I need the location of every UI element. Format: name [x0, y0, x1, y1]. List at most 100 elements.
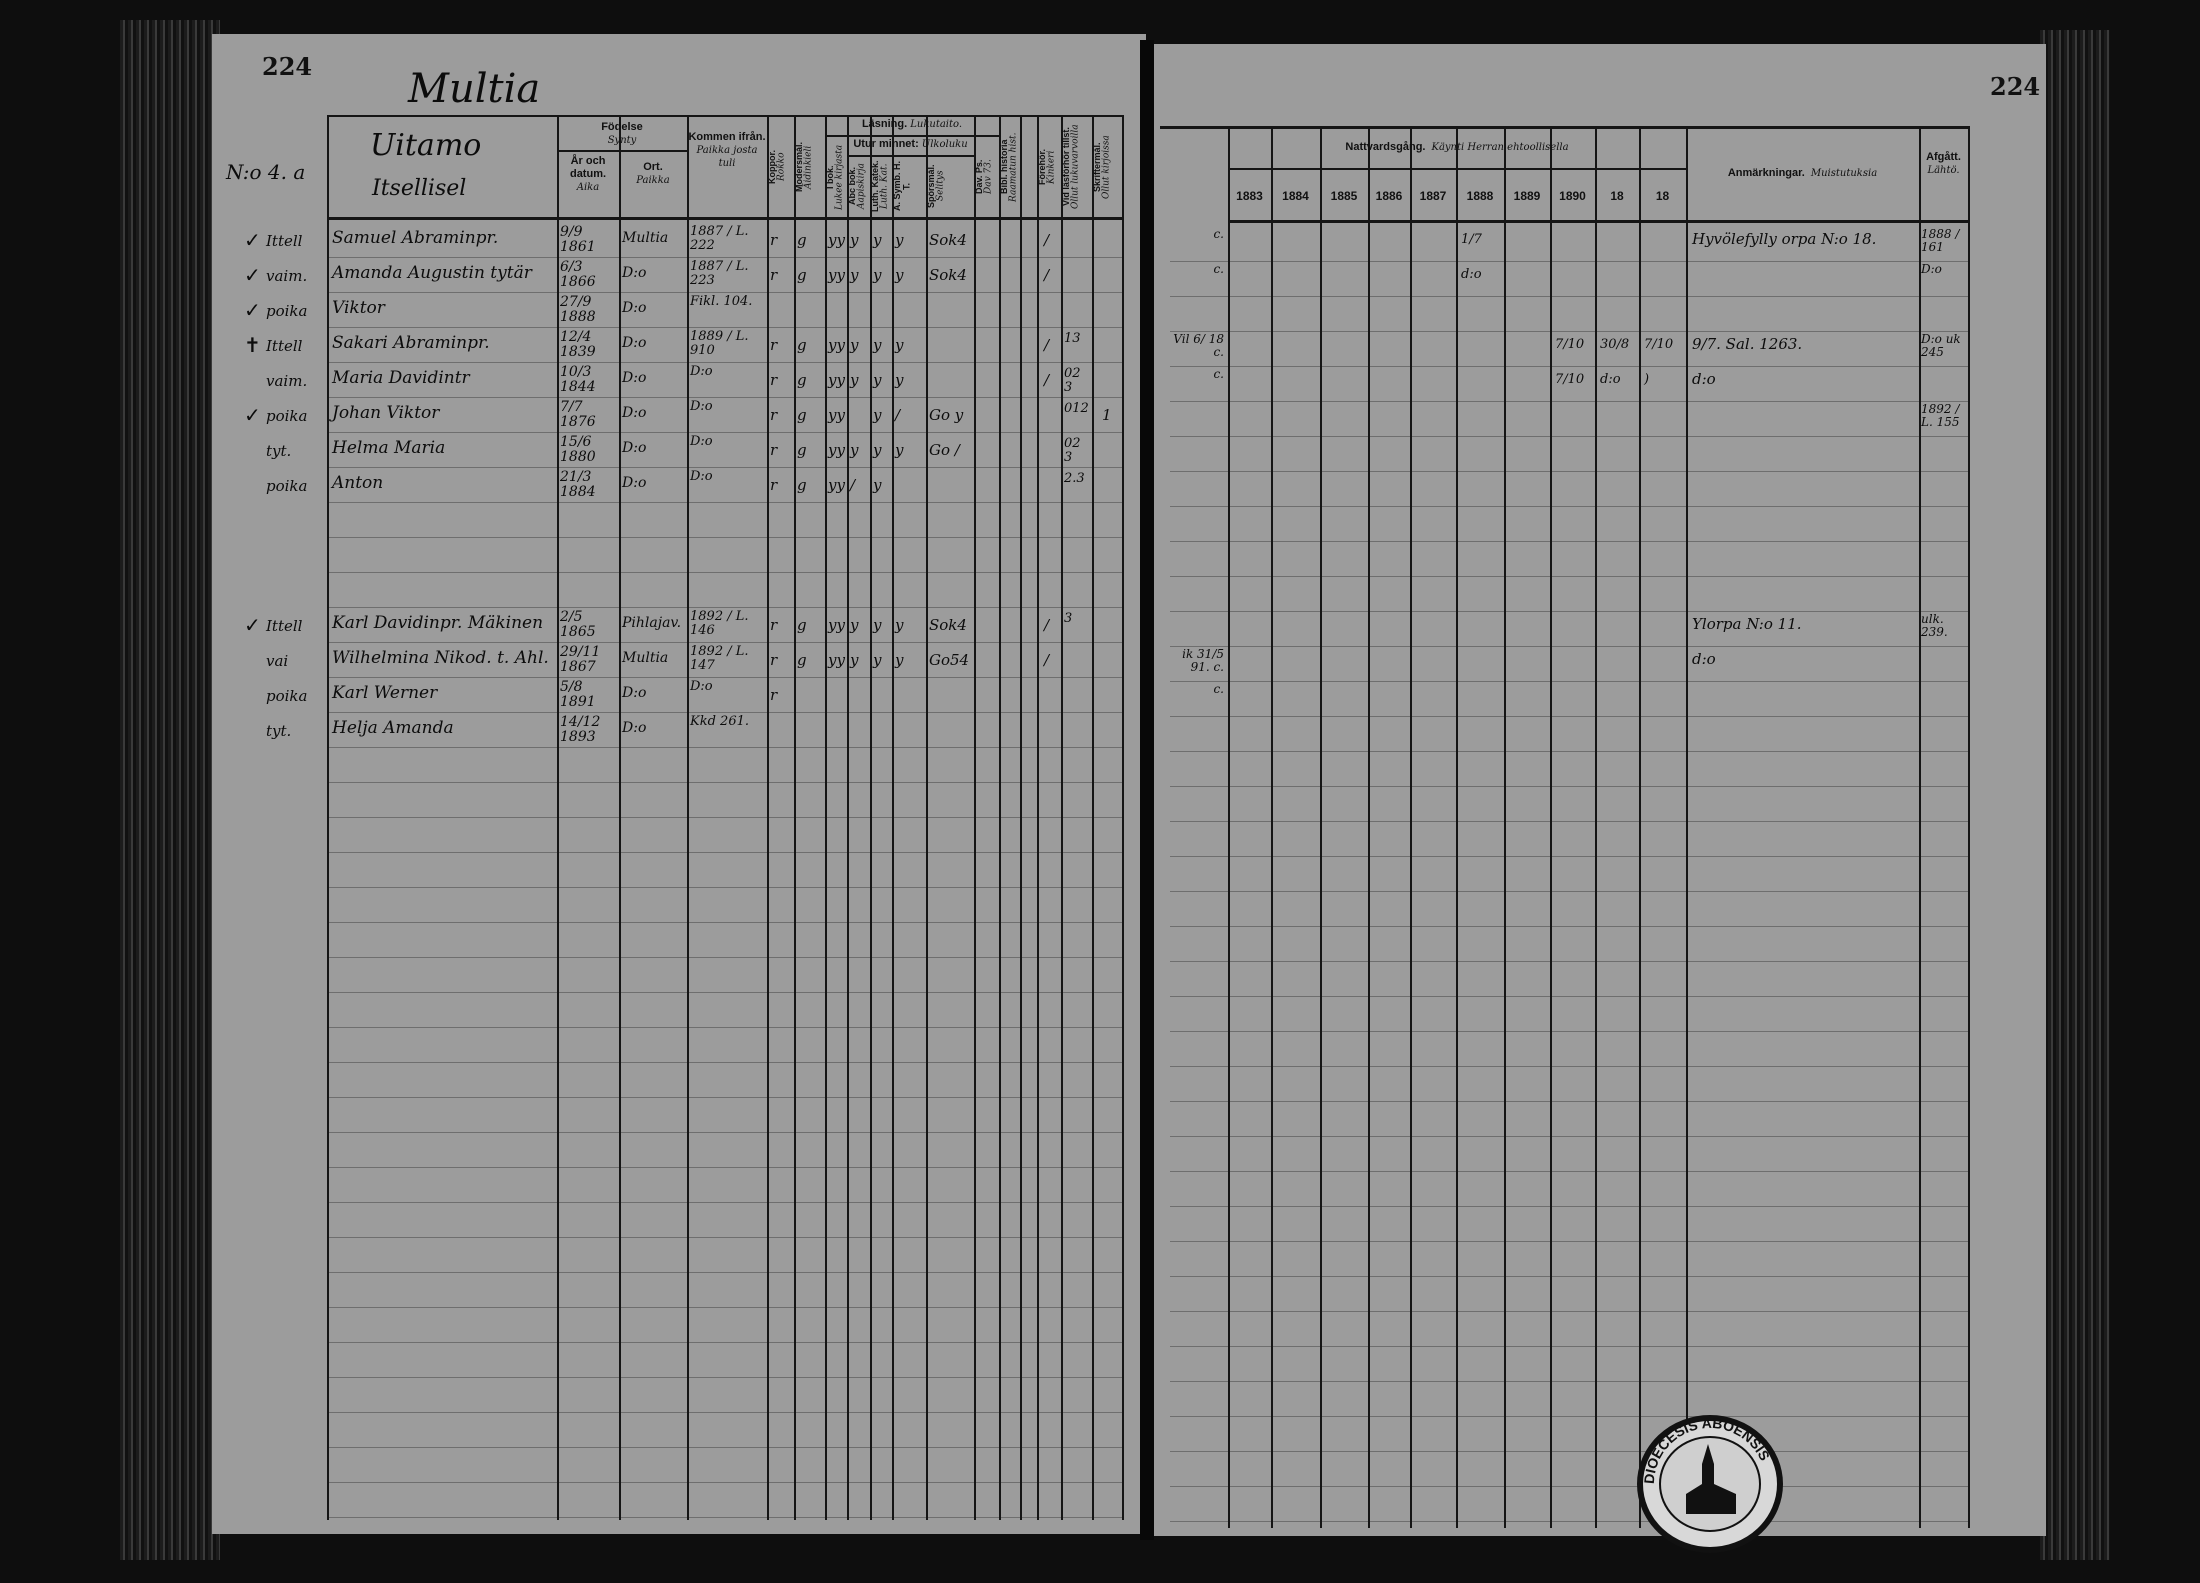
- communion-date: 30/8: [1600, 337, 1630, 352]
- ruled-line: [1170, 471, 1970, 472]
- ruled-line: [1170, 856, 1970, 857]
- ruled-line: [1170, 1381, 1970, 1382]
- ruled-line: [1170, 366, 1970, 367]
- birth-place: D:o: [622, 475, 647, 491]
- reading-mark: Go54: [929, 651, 970, 669]
- margin-note: c.: [1213, 367, 1224, 381]
- ruled-line: [1170, 1031, 1970, 1032]
- birth-place: D:o: [622, 685, 647, 701]
- column-divider: [999, 115, 1001, 1520]
- reading-mark: Go y: [929, 406, 964, 424]
- came-from: D:o: [690, 399, 713, 414]
- column-divider: [794, 115, 796, 1520]
- ruled-line: [1170, 681, 1970, 682]
- ruled-line: [327, 572, 1122, 573]
- reading-mark: r: [770, 616, 778, 634]
- reading-mark: y: [873, 476, 882, 494]
- ruled-line: [1170, 506, 1970, 507]
- ruled-line: [1170, 1171, 1970, 1172]
- departed-entry: D:o: [1921, 262, 1942, 276]
- ruled-line: [327, 957, 1122, 958]
- header-by-heart-text: Ulkoluku: [921, 139, 968, 150]
- household-role: Ittell: [266, 337, 303, 355]
- communion-date: d:o: [1461, 267, 1482, 282]
- header-from-book: I bok. Lukee kirjasta: [825, 138, 847, 216]
- reading-mark: yy: [828, 371, 845, 389]
- header-reading-text: Läsning.: [861, 118, 908, 130]
- column-divider: [1092, 115, 1094, 1520]
- departed-entry: 1892 / L. 155: [1921, 402, 1960, 429]
- header-came-from-text: Paikka josta tuli: [696, 145, 758, 170]
- column-divider: [1968, 128, 1970, 1528]
- person-name: Amanda Augustin tytär: [332, 263, 532, 283]
- margin-note: Vil 6/ 18 c.: [1173, 332, 1224, 359]
- column-divider: [1919, 128, 1921, 1528]
- came-from: D:o: [690, 469, 713, 484]
- ruled-line: [327, 852, 1122, 853]
- reading-mark: Sok4: [929, 266, 967, 284]
- header-came-from: Kommen ifrån. Paikka josta tuli: [687, 130, 767, 214]
- ruled-line: [327, 502, 1122, 503]
- column-divider: [847, 115, 849, 1520]
- column-divider: [327, 115, 329, 1520]
- ruled-line: [327, 1027, 1122, 1028]
- birth-place: D:o: [622, 440, 647, 456]
- margin-note: c.: [1213, 262, 1224, 276]
- ruled-line: [327, 1447, 1122, 1448]
- reading-mark: y: [850, 336, 859, 354]
- ruled-line: [327, 432, 1122, 433]
- column-divider: [557, 115, 559, 1520]
- header-year: 1886: [1375, 189, 1403, 203]
- remarks-entry: d:o: [1692, 370, 1716, 388]
- reading-mark: y: [895, 651, 904, 669]
- header-birth-date-text: Aika: [576, 182, 600, 194]
- communion-date: 1/7: [1461, 232, 1482, 247]
- header-birth: Födelse Synty: [557, 120, 687, 148]
- column-divider: [1410, 128, 1412, 1528]
- header-birth-place-text: Ort.: [643, 161, 663, 173]
- reading-mark: r: [770, 686, 778, 704]
- reading-mark: yy: [828, 231, 845, 249]
- column-divider: [974, 115, 976, 1520]
- column-divider: [892, 115, 894, 1520]
- household-role: Ittell: [266, 232, 303, 250]
- birth-place: Multia: [622, 650, 669, 666]
- reading-mark: g: [797, 231, 807, 249]
- birth-date: 12/4 1839: [560, 329, 596, 360]
- departed-entry: D:o uk 245: [1921, 332, 1961, 359]
- column-divider: [926, 115, 928, 1520]
- reading-mark: r: [770, 476, 778, 494]
- column-divider: [1686, 128, 1688, 1528]
- ruled-line: [327, 642, 1122, 643]
- column-divider: [1595, 128, 1597, 1528]
- ruled-line: [1170, 1521, 1970, 1522]
- reading-mark: r: [770, 231, 778, 249]
- ruled-line: [1170, 296, 1970, 297]
- table-top-border: [327, 115, 1124, 117]
- ruled-line: [1170, 891, 1970, 892]
- reading-mark: yy: [828, 651, 845, 669]
- admitted-mark: 012: [1064, 401, 1089, 416]
- admitted-mark: 13: [1064, 331, 1081, 346]
- birth-date: 5/8 1891: [560, 679, 596, 710]
- header-questions: Spörsmål. Selitys: [926, 157, 974, 215]
- column-divider: [1271, 128, 1273, 1528]
- column-divider: [1504, 128, 1506, 1528]
- birth-date: 14/12 1893: [560, 714, 601, 745]
- ruled-line: [327, 747, 1122, 748]
- birth-place: D:o: [622, 720, 647, 736]
- household-role: vaim.: [266, 372, 308, 390]
- reading-mark: y: [850, 651, 859, 669]
- reading-mark: y: [873, 651, 882, 669]
- admitted-mark: 2.3: [1064, 471, 1085, 486]
- communion-date: 7/10: [1644, 337, 1674, 352]
- birth-date: 15/6 1880: [560, 434, 596, 465]
- reading-mark: r: [770, 266, 778, 284]
- check-mark: ✓: [244, 263, 261, 287]
- reading-mark: y: [850, 231, 859, 249]
- book-edge-left: [120, 20, 220, 1560]
- birth-place: Pihlajav.: [622, 615, 682, 631]
- birth-place: D:o: [622, 335, 647, 351]
- came-from: 1887 / L. 222: [690, 224, 749, 253]
- column-divider: [767, 115, 769, 1520]
